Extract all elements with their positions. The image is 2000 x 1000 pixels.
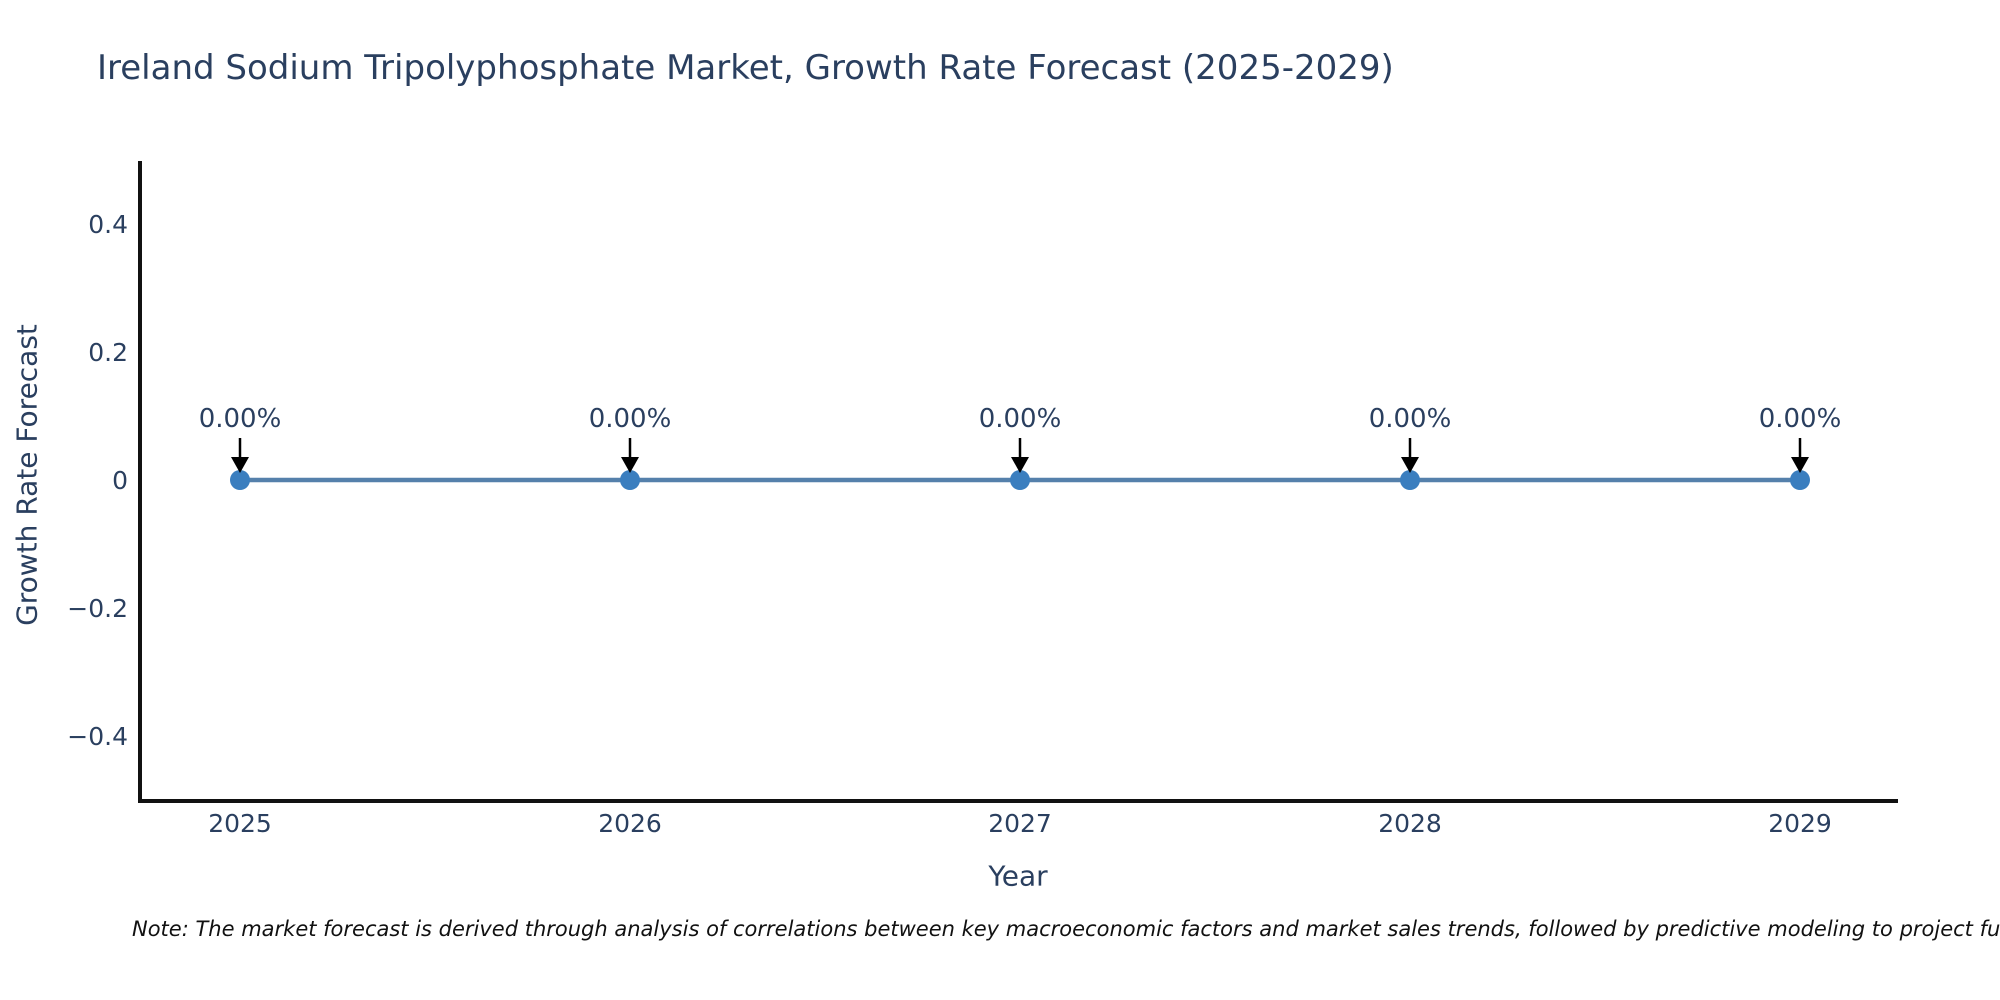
annotation-label: 0.00% xyxy=(199,404,282,434)
x-tick-label: 2026 xyxy=(598,809,662,838)
data-point-marker xyxy=(1790,470,1810,490)
x-tick-label: 2025 xyxy=(208,809,272,838)
x-tick-label: 2028 xyxy=(1378,809,1442,838)
y-tick-label: 0.4 xyxy=(88,210,128,239)
y-tick-label: −0.4 xyxy=(67,722,128,751)
chart-title: Ireland Sodium Tripolyphosphate Market, … xyxy=(97,48,1394,88)
annotation-arrow-head xyxy=(1011,457,1029,473)
annotation-label: 0.00% xyxy=(589,404,672,434)
annotation-label: 0.00% xyxy=(979,404,1062,434)
x-tick-label: 2029 xyxy=(1768,809,1832,838)
data-point-marker xyxy=(620,470,640,490)
annotation-arrow-head xyxy=(621,457,639,473)
annotation-label: 0.00% xyxy=(1759,404,1842,434)
x-tick-label: 2027 xyxy=(988,809,1052,838)
y-tick-label: −0.2 xyxy=(67,594,128,623)
chart-footnote: Note: The market forecast is derived thr… xyxy=(132,917,2000,941)
x-axis-title: Year xyxy=(988,859,1048,893)
annotation-label: 0.00% xyxy=(1369,404,1452,434)
annotation-arrow-head xyxy=(1401,457,1419,473)
data-point-marker xyxy=(1010,470,1030,490)
annotation-arrow-head xyxy=(1791,457,1809,473)
data-point-marker xyxy=(230,470,250,490)
y-tick-label: 0.2 xyxy=(88,338,128,367)
data-point-marker xyxy=(1400,470,1420,490)
y-tick-label: 0 xyxy=(112,466,128,495)
annotation-arrow-head xyxy=(231,457,249,473)
